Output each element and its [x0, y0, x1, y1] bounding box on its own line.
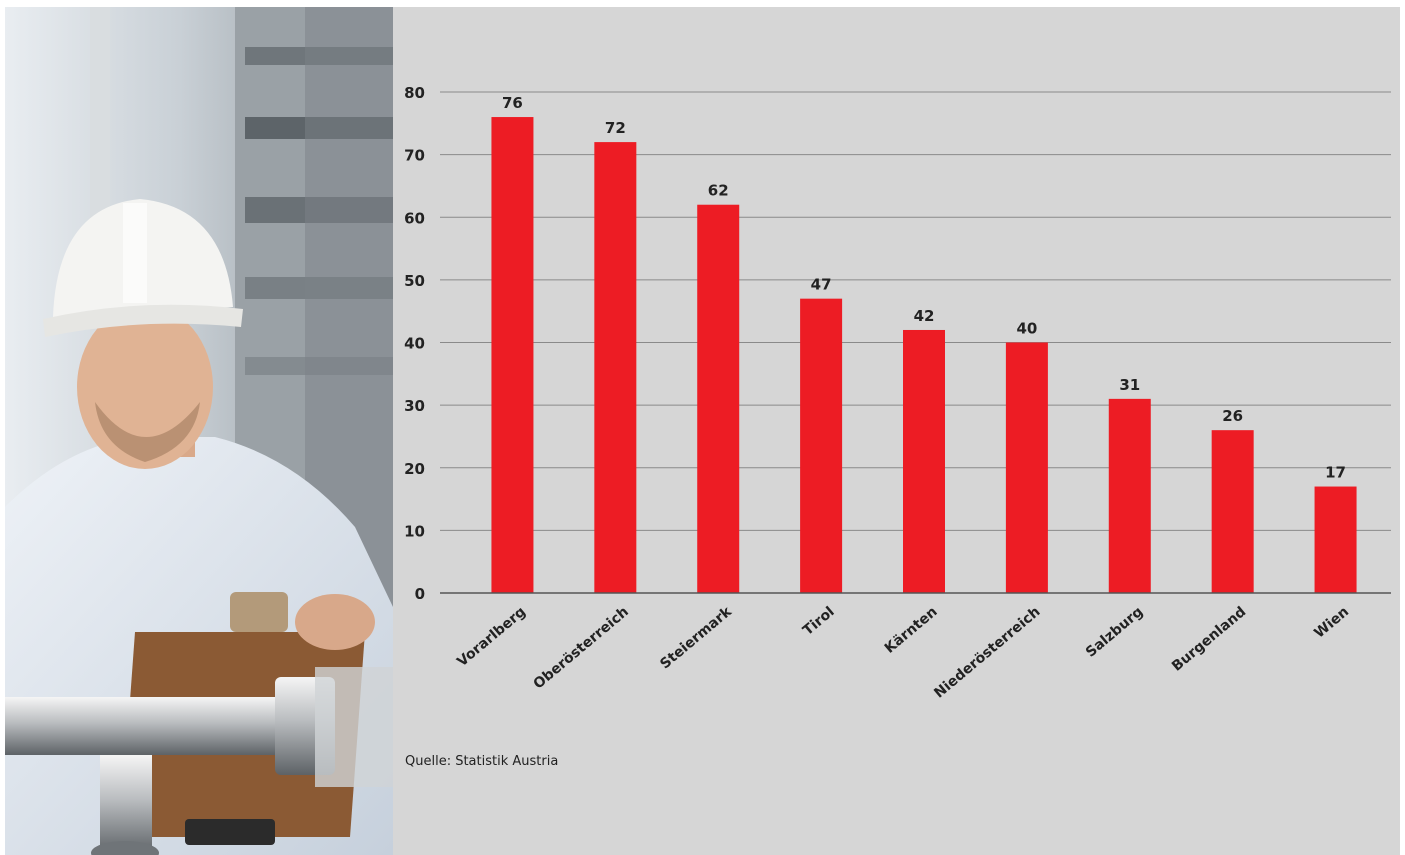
data-label: 17	[1325, 464, 1346, 482]
data-label: 26	[1222, 407, 1243, 425]
bar	[800, 298, 843, 593]
data-label: 40	[1016, 320, 1037, 338]
data-label: 42	[914, 307, 935, 325]
worker-photo	[5, 7, 393, 855]
data-label: 62	[708, 182, 729, 200]
y-tick-label: 20	[404, 460, 425, 478]
y-tick-label: 80	[404, 84, 425, 102]
x-tick-label: Steiermark	[657, 603, 735, 672]
x-tick-label: Kärnten	[882, 604, 941, 657]
y-tick-label: 40	[404, 335, 425, 353]
y-tick-label: 0	[415, 585, 425, 603]
x-tick-label: Tirol	[800, 604, 838, 639]
data-label: 31	[1119, 376, 1140, 394]
x-tick-label: Burgenland	[1169, 604, 1249, 675]
x-tick-label: Wien	[1311, 604, 1352, 642]
bar	[697, 204, 740, 593]
x-tick-label: Niederösterreich	[931, 604, 1043, 702]
bar	[1211, 430, 1254, 593]
x-tick-label: Vorarlberg	[454, 604, 529, 670]
data-label: 76	[502, 94, 523, 112]
data-label: 47	[811, 276, 832, 294]
bar	[903, 329, 945, 593]
y-tick-label: 30	[404, 397, 425, 415]
y-tick-label: 50	[404, 272, 425, 290]
x-tick-label: Salzburg	[1083, 604, 1146, 661]
worker-photo-illustration	[5, 7, 393, 855]
bar	[1314, 486, 1357, 593]
bar	[1005, 342, 1048, 593]
bar	[594, 142, 637, 593]
chart-panel: 0 10 20 30 40 50 60 70 80 76 Vorarlberg 72 Oberöster…	[393, 7, 1400, 855]
data-label: 72	[605, 119, 626, 137]
bar	[1108, 398, 1151, 593]
x-tick-label: Oberösterreich	[531, 604, 632, 693]
y-tick-label: 60	[404, 209, 425, 227]
bar-chart: 0 10 20 30 40 50 60 70 80 76 Vorarlberg 72 Oberöster…	[404, 84, 1391, 702]
bar	[491, 117, 534, 594]
source-note: Quelle: Statistik Austria	[405, 754, 559, 769]
y-tick-label: 70	[404, 147, 425, 165]
y-tick-label: 10	[404, 522, 425, 540]
